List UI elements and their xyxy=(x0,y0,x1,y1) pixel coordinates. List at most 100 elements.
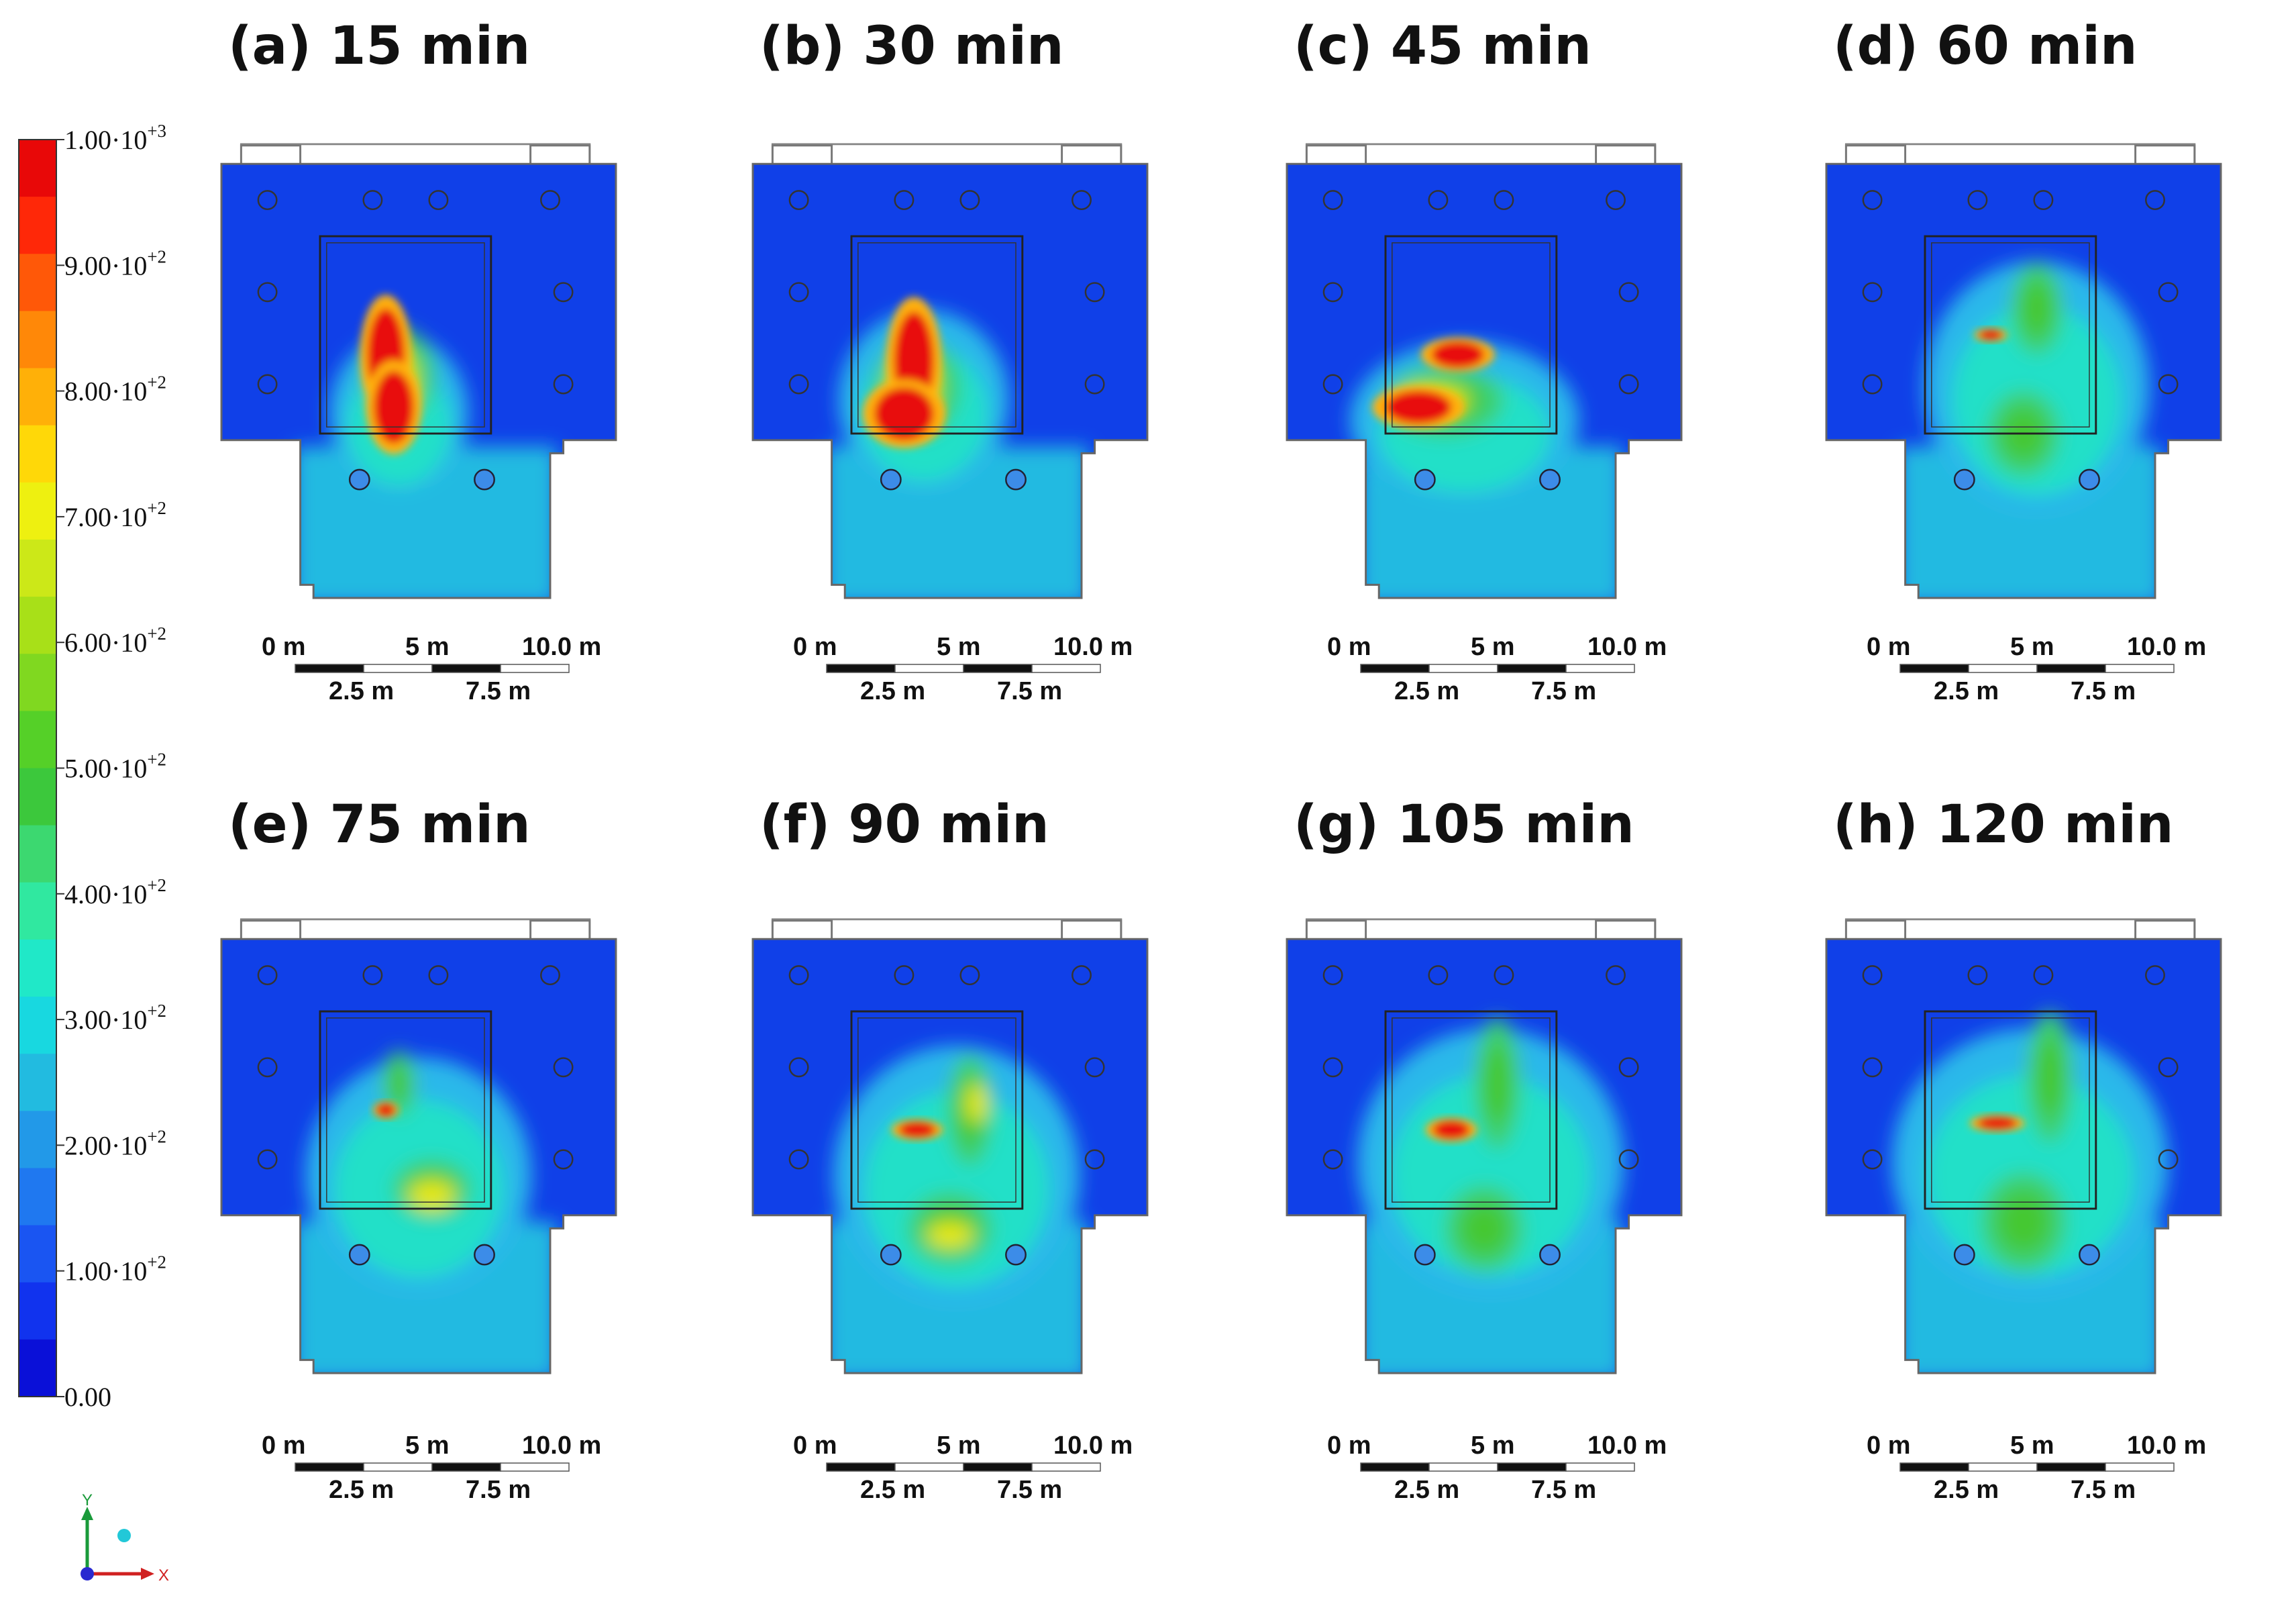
concentration-zone-mid-high xyxy=(1460,1203,1508,1254)
scale-label-top: 10.0 m xyxy=(1587,1432,1667,1460)
vent-icon xyxy=(1862,190,1883,211)
vent-icon xyxy=(788,1149,809,1170)
scale-bar-segment xyxy=(963,664,1033,673)
colorbar-tick-label: 4.00·10+2 xyxy=(64,875,166,909)
colorbar-label-exponent: +2 xyxy=(147,623,166,644)
plume-core xyxy=(1974,328,2007,342)
scale-bar-segment xyxy=(1968,664,2038,673)
vent-icon xyxy=(1539,1244,1561,1266)
inner-frame-secondary xyxy=(857,1017,1016,1203)
colorbar-swatch xyxy=(19,140,56,198)
core-zone-red xyxy=(374,370,414,444)
scale-bar-segment xyxy=(431,664,501,673)
colorbar-swatch xyxy=(19,1054,56,1112)
vent-icon xyxy=(474,1244,495,1266)
scale-label-bottom: 7.5 m xyxy=(2071,1476,2136,1504)
concentration-zone-mid-high xyxy=(2036,1038,2064,1117)
colorbar-label-mantissa: 1.00·10 xyxy=(64,125,147,155)
plume xyxy=(1357,1017,1624,1374)
scale-label-top: 10.0 m xyxy=(1053,633,1133,661)
colorbar-label-mantissa: 1.00·10 xyxy=(64,1256,147,1287)
contour-map xyxy=(220,918,617,1374)
y-axis-label: Y xyxy=(82,1491,93,1509)
vent-icon xyxy=(2079,1244,2100,1266)
vent-icon xyxy=(540,965,560,986)
colorbar-label-exponent: +2 xyxy=(147,1252,166,1272)
inner-frame xyxy=(319,235,492,435)
scale-label-top: 0 m xyxy=(1867,633,1910,661)
colorbar-label-exponent: +2 xyxy=(147,498,166,518)
vent-icon xyxy=(1539,468,1561,491)
colorbar-label-mantissa: 0.00 xyxy=(64,1382,111,1412)
vent-icon xyxy=(1953,1244,1975,1266)
colorbar-tick-label: 7.00·10+2 xyxy=(64,498,166,532)
colorbar-tick-label: 2.00·10+2 xyxy=(64,1126,166,1160)
scale-label-top: 10.0 m xyxy=(522,633,601,661)
colorbar-swatch xyxy=(19,482,56,540)
scale-bar: 0 m 5 m 10.0 m 2.5 m 7.5 m xyxy=(262,633,601,705)
vent-icon xyxy=(1322,282,1343,303)
vent-icon xyxy=(788,1057,809,1078)
scale-bar-segment xyxy=(431,1462,501,1472)
scale-bar-segment xyxy=(500,1462,570,1472)
inner-frame xyxy=(850,1010,1024,1210)
vent-icon xyxy=(1618,374,1639,395)
scale-label-bottom: 2.5 m xyxy=(1934,677,1999,705)
panel-title: (a) 15 min xyxy=(228,16,530,77)
panel-g: (g) 105 min 0 m 5 m 10.0 m 2.5 m 7.5 m xyxy=(1286,795,1683,1504)
scale-label-top: 5 m xyxy=(1471,633,1514,661)
domain-outline xyxy=(751,162,1149,599)
vent-icon xyxy=(1618,1057,1639,1078)
scale-bar-segment xyxy=(2036,1462,2106,1472)
scale-label-bottom: 7.5 m xyxy=(466,677,531,705)
scale-label-top: 0 m xyxy=(1327,633,1371,661)
scale-bar-segment xyxy=(363,1462,433,1472)
vent-icon xyxy=(1428,965,1449,986)
vent-icon xyxy=(1072,965,1092,986)
colorbar-swatch xyxy=(19,711,56,769)
scale-label-top: 0 m xyxy=(793,633,837,661)
colorbar-tick-label: 1.00·10+2 xyxy=(64,1252,166,1287)
core-zone-red xyxy=(376,1103,395,1117)
vent-icon xyxy=(2158,1149,2179,1170)
vent-icon xyxy=(257,282,278,303)
inner-frame xyxy=(850,235,1024,435)
scale-bar-segment xyxy=(826,1462,896,1472)
vent-icon xyxy=(1862,965,1883,986)
plume xyxy=(1898,261,2162,599)
colorbar-swatch xyxy=(19,939,56,998)
contour-field xyxy=(753,164,1147,599)
vent-icon xyxy=(2158,1057,2179,1078)
scale-bar: 0 m 5 m 10.0 m 2.5 m 7.5 m xyxy=(1867,633,2206,705)
domain-outline xyxy=(220,938,617,1374)
vent-icon xyxy=(1005,1244,1027,1266)
vent-icon xyxy=(257,374,278,395)
scale-bar-segment xyxy=(1565,1462,1635,1472)
vent-icon xyxy=(1494,965,1514,986)
vent-icon xyxy=(257,965,278,986)
scale-bar-segment xyxy=(500,664,570,673)
vent-icon xyxy=(1862,282,1883,303)
colorbar: 1.00·10+39.00·10+28.00·10+27.00·10+26.00… xyxy=(18,121,166,1412)
panel-e: (e) 75 min 0 m 5 m 10.0 m 2.5 m 7.5 m xyxy=(220,795,617,1504)
vent-icon xyxy=(894,190,915,211)
vent-icon xyxy=(1862,374,1883,395)
scale-label-top: 10.0 m xyxy=(1053,1432,1133,1460)
colorbar-label-mantissa: 7.00·10 xyxy=(64,502,147,532)
colorbar-swatch xyxy=(19,597,56,655)
plume-core xyxy=(360,295,421,454)
inner-frame xyxy=(1924,1010,2097,1210)
vent-icon xyxy=(1967,190,1988,211)
colorbar-label-exponent: +2 xyxy=(147,1001,166,1021)
scale-label-bottom: 2.5 m xyxy=(1394,1476,1459,1504)
contour-field xyxy=(1287,164,1681,599)
colorbar-label-exponent: +2 xyxy=(147,750,166,770)
colorbar-label-exponent: +2 xyxy=(147,875,166,895)
scale-bar: 0 m 5 m 10.0 m 2.5 m 7.5 m xyxy=(1867,1432,2206,1504)
vent-icon xyxy=(553,374,574,395)
scale-bar-segment xyxy=(894,1462,964,1472)
scale-bar-segment xyxy=(1899,664,1969,673)
vent-icon xyxy=(880,1244,902,1266)
